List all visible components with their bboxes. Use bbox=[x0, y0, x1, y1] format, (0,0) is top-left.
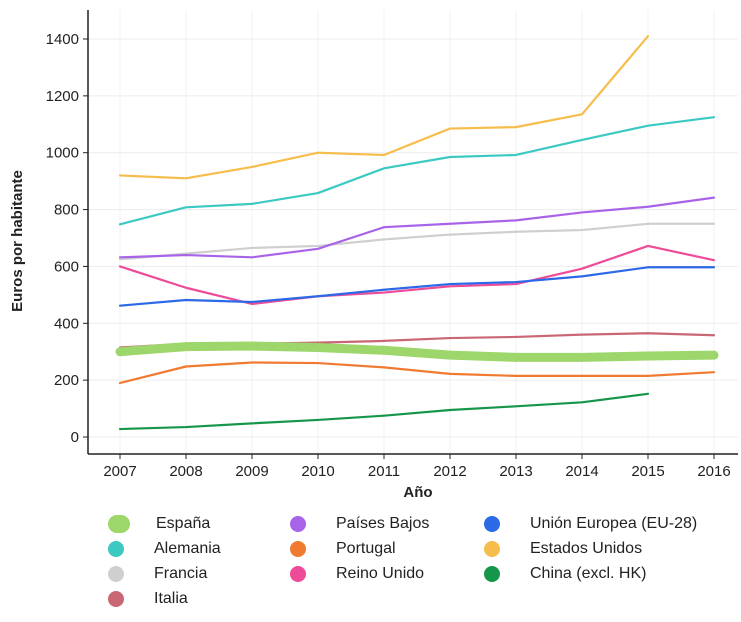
legend-swatch bbox=[290, 516, 306, 532]
legend-swatch bbox=[484, 566, 500, 582]
legend-swatch bbox=[290, 541, 306, 557]
series-line-reino-unido bbox=[118, 244, 716, 306]
legend-item-espana: España bbox=[108, 512, 210, 536]
legend-item-union-europea-eu-28: Unión Europea (EU-28) bbox=[484, 512, 697, 536]
x-axis-label: Año bbox=[403, 484, 432, 501]
y-tick-label: 1400 bbox=[46, 31, 79, 48]
legend-label: Reino Unido bbox=[336, 565, 425, 582]
y-tick-label: 400 bbox=[54, 315, 79, 332]
legend-swatch bbox=[290, 566, 306, 582]
series-lines bbox=[115, 35, 719, 431]
grid-lines bbox=[88, 10, 738, 454]
legend-label: Países Bajos bbox=[336, 515, 430, 532]
x-tick-label: 2010 bbox=[301, 463, 334, 480]
legend-label: Francia bbox=[154, 565, 208, 582]
x-tick-label: 2016 bbox=[697, 463, 730, 480]
legend-label: Alemania bbox=[154, 540, 221, 557]
y-tick-label: 1000 bbox=[46, 145, 79, 162]
x-tick-label: 2009 bbox=[235, 463, 268, 480]
x-tick-label: 2007 bbox=[103, 463, 136, 480]
y-axis-label: Euros por habitante bbox=[9, 170, 26, 312]
legend-swatch bbox=[108, 515, 130, 533]
series-line-estados-unidos bbox=[118, 35, 650, 180]
y-tick-label: 600 bbox=[54, 258, 79, 275]
x-tick-label: 2012 bbox=[433, 463, 466, 480]
x-tick-label: 2008 bbox=[169, 463, 202, 480]
legend-item-estados-unidos: Estados Unidos bbox=[484, 537, 642, 561]
y-tick-label: 800 bbox=[54, 202, 79, 219]
legend-item-francia: Francia bbox=[108, 562, 207, 586]
series-line-espana bbox=[115, 341, 719, 362]
x-tick-label: 2014 bbox=[565, 463, 598, 480]
legend-label: China (excl. HK) bbox=[530, 565, 647, 582]
legend-label: Portugal bbox=[336, 540, 396, 557]
legend-label: Unión Europea (EU-28) bbox=[530, 515, 698, 532]
series-line-francia bbox=[118, 222, 716, 261]
legend-label: España bbox=[156, 515, 211, 532]
y-tick-label: 1200 bbox=[46, 88, 79, 105]
legend-swatch bbox=[484, 516, 500, 532]
series-line-china-excl-hk bbox=[118, 392, 650, 431]
legend-label: Estados Unidos bbox=[530, 540, 643, 557]
y-tick-label: 0 bbox=[71, 429, 79, 446]
legend-item-alemania: Alemania bbox=[108, 537, 221, 561]
legend-swatch bbox=[484, 541, 500, 557]
x-tick-label: 2011 bbox=[368, 463, 400, 480]
y-tick-label: 200 bbox=[54, 372, 79, 389]
legend-swatch bbox=[108, 566, 124, 582]
legend-item-china-excl-hk: China (excl. HK) bbox=[484, 562, 646, 586]
legend-item-portugal: Portugal bbox=[290, 537, 396, 561]
series-line-alemania bbox=[118, 116, 716, 226]
series-line-paises-bajos bbox=[118, 196, 716, 259]
series-line-portugal bbox=[118, 361, 716, 385]
legend-item-paises-bajos: Países Bajos bbox=[290, 512, 429, 536]
x-tick-labels: 2007 2008 2009 2010 2011 2012 2013 2014 2015 2016 bbox=[103, 454, 731, 480]
legend-item-italia: Italia bbox=[108, 587, 188, 611]
series-line-union-europea-eu-28 bbox=[118, 266, 716, 307]
legend-item-reino-unido: Reino Unido bbox=[290, 562, 424, 586]
x-tick-label: 2015 bbox=[631, 463, 664, 480]
y-tick-labels: 0 200 400 600 800 1000 1200 1400 bbox=[46, 31, 88, 446]
legend-swatch bbox=[108, 541, 124, 557]
legend-swatch bbox=[108, 591, 124, 607]
legend-label: Italia bbox=[154, 590, 188, 607]
x-tick-label: 2013 bbox=[499, 463, 532, 480]
